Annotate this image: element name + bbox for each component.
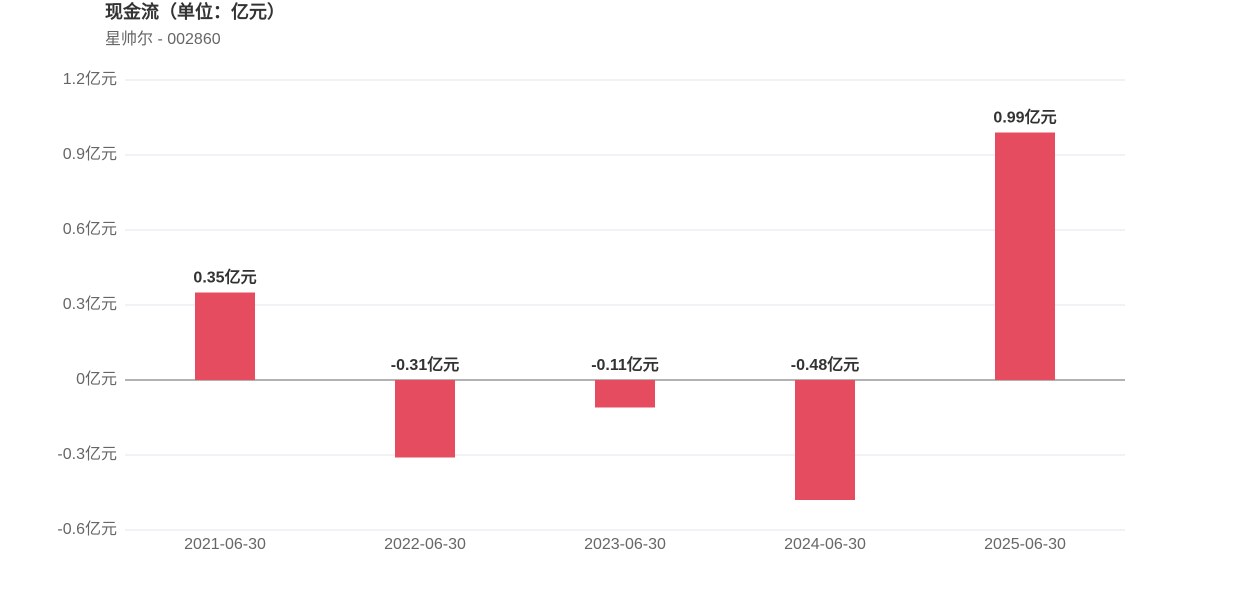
value-label: 0.35亿元	[193, 268, 256, 287]
bar	[595, 380, 655, 408]
y-tick-label: 0.6亿元	[63, 220, 117, 238]
y-tick-label: -0.6亿元	[57, 520, 117, 538]
x-tick-label: 2022-06-30	[384, 536, 466, 553]
chart-subtitle: 星帅尔 - 002860	[105, 30, 221, 48]
value-label: -0.11亿元	[591, 355, 659, 374]
value-label: -0.31亿元	[391, 355, 459, 374]
x-tick-label: 2025-06-30	[984, 536, 1066, 553]
x-tick-label: 2024-06-30	[784, 536, 866, 553]
chart-title: 现金流（单位：亿元）	[105, 1, 285, 22]
y-tick-label: -0.3亿元	[57, 445, 117, 463]
bar	[995, 132, 1055, 380]
y-tick-label: 0.3亿元	[63, 295, 117, 313]
y-tick-label: 0.9亿元	[63, 145, 117, 163]
bar	[795, 380, 855, 500]
value-label: -0.48亿元	[791, 355, 859, 374]
y-tick-label: 0亿元	[76, 370, 117, 388]
x-tick-label: 2023-06-30	[584, 536, 666, 553]
value-label: 0.99亿元	[993, 108, 1056, 127]
x-tick-label: 2021-06-30	[184, 536, 266, 553]
bar	[395, 380, 455, 458]
y-tick-label: 1.2亿元	[63, 70, 117, 88]
bar	[195, 292, 255, 380]
